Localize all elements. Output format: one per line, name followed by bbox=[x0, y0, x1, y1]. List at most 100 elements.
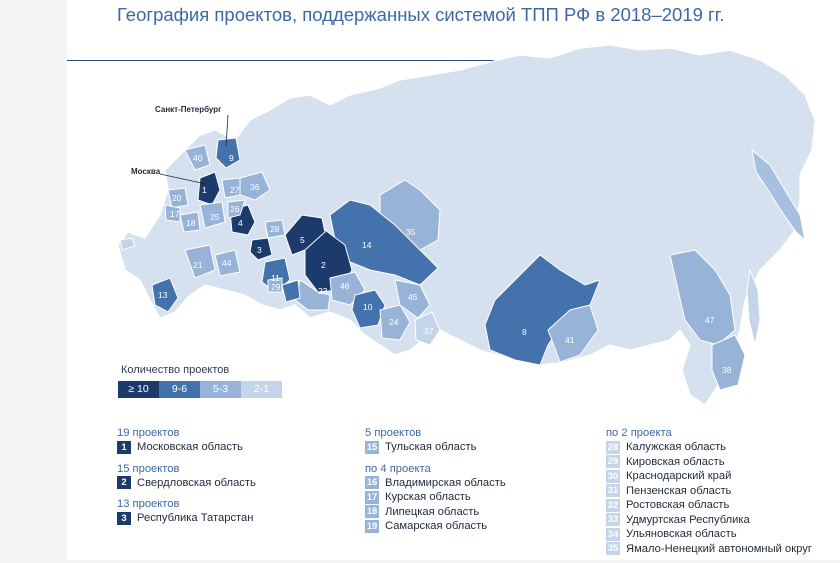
map-label-28: 28 bbox=[270, 224, 280, 234]
region-38 bbox=[711, 334, 746, 391]
list-item: 18 Липецкая область bbox=[365, 505, 506, 520]
map-label-40: 40 bbox=[193, 153, 203, 163]
region-44 bbox=[214, 249, 241, 277]
list-group: по 2 проекта 28 Калужская область 29 Киров… bbox=[606, 426, 812, 556]
list-item: 17 Курская область bbox=[365, 490, 506, 505]
item-number: 31 bbox=[606, 484, 620, 498]
region-13 bbox=[151, 277, 179, 313]
list-item: 31 Пензенская область bbox=[606, 484, 812, 499]
map-label-41: 41 bbox=[565, 335, 575, 345]
item-name: Липецкая область bbox=[385, 505, 480, 518]
map-label-23: 23 bbox=[318, 286, 328, 296]
region-40 bbox=[184, 144, 211, 171]
item-name: Кировская область bbox=[626, 455, 725, 468]
region-21 bbox=[184, 244, 216, 279]
list-group: 5 проектов 15 Тульская область bbox=[365, 426, 506, 455]
map-label-17: 17 bbox=[170, 209, 180, 219]
list-col-3: по 2 проекта 28 Калужская область 29 Киров… bbox=[606, 426, 812, 563]
region-27 bbox=[221, 177, 241, 199]
legend-item-3: 5-3 bbox=[200, 381, 241, 398]
title-divider bbox=[67, 60, 687, 61]
list-item: 15 Тульская область bbox=[365, 440, 506, 455]
group-header: 13 проектов bbox=[117, 498, 180, 510]
list-item: 3 Республика Татарстан bbox=[117, 511, 256, 526]
item-number: 18 bbox=[365, 505, 379, 519]
list-item: 35 Ямало-Ненецкий автономный округ bbox=[606, 542, 812, 557]
moscow-leader bbox=[159, 173, 207, 185]
region-41 bbox=[547, 304, 599, 363]
map-base bbox=[117, 44, 816, 406]
spb-leader bbox=[225, 114, 229, 147]
map-label-25: 25 bbox=[210, 212, 220, 222]
list-item: 28 Калужская область bbox=[606, 440, 812, 455]
item-number: 16 bbox=[365, 476, 379, 490]
list-item: 1 Московская область bbox=[117, 440, 256, 455]
map-label-47: 47 bbox=[705, 315, 715, 325]
region-9 bbox=[215, 137, 241, 169]
map-label-45: 45 bbox=[408, 292, 418, 302]
item-number: 3 bbox=[117, 511, 131, 525]
list-group: 19 проектов 1 Московская область bbox=[117, 426, 256, 455]
map-label-38: 38 bbox=[722, 365, 732, 375]
list-col-1: 19 проектов 1 Московская область 15 проек… bbox=[117, 426, 256, 533]
map-label-46: 46 bbox=[340, 281, 350, 291]
item-name: Ростовская область bbox=[626, 499, 730, 512]
item-name: Московская область bbox=[137, 441, 243, 454]
list-item: 29 Кировская область bbox=[606, 455, 812, 470]
region-23 bbox=[294, 279, 331, 311]
item-name: Республика Татарстан bbox=[137, 512, 254, 525]
item-name: Ульяновская область bbox=[626, 528, 737, 541]
spb-label: Санкт-Петербург bbox=[155, 105, 222, 114]
item-name: Ямало-Ненецкий автономный округ bbox=[626, 542, 812, 555]
list-group: по 4 проекта 16 Владимирская область 17 Ку… bbox=[365, 462, 506, 534]
item-name: Удмуртская Республика bbox=[626, 513, 750, 526]
map-label-9: 9 bbox=[229, 153, 234, 163]
map-label-18: 18 bbox=[186, 218, 196, 228]
region-29 bbox=[267, 277, 283, 293]
list-group: 15 проектов 2 Свердловская область bbox=[117, 462, 256, 491]
kamchatka bbox=[751, 148, 806, 242]
region-20 bbox=[167, 187, 189, 209]
map-label-29: 29 bbox=[271, 282, 281, 292]
item-number: 28 bbox=[606, 440, 620, 454]
group-header: 5 проектов bbox=[365, 427, 422, 439]
map-label-27: 27 bbox=[230, 185, 240, 195]
item-number: 2 bbox=[117, 476, 131, 490]
item-number: 35 bbox=[606, 542, 620, 556]
item-number: 17 bbox=[365, 490, 379, 504]
list-item: 30 Краснодарский край bbox=[606, 469, 812, 484]
map-label-4: 4 bbox=[238, 218, 243, 228]
item-number: 1 bbox=[117, 440, 131, 454]
item-number: 19 bbox=[365, 519, 379, 533]
region-3 bbox=[249, 237, 273, 261]
map-label-20: 20 bbox=[172, 193, 182, 203]
item-name: Владимирская область bbox=[385, 476, 506, 489]
map-label-24: 24 bbox=[389, 317, 399, 327]
region-26 bbox=[227, 199, 246, 219]
region-24 bbox=[379, 304, 411, 341]
item-number: 30 bbox=[606, 469, 620, 483]
item-name: Калужская область bbox=[626, 441, 727, 454]
region-37 bbox=[414, 311, 441, 346]
item-number: 32 bbox=[606, 498, 620, 512]
item-number: 15 bbox=[365, 440, 379, 454]
map-label-44: 44 bbox=[222, 258, 232, 268]
map-label-35: 35 bbox=[406, 227, 416, 237]
sakhalin bbox=[746, 268, 761, 346]
map-label-8: 8 bbox=[522, 327, 527, 337]
item-name: Пензенская область bbox=[626, 484, 732, 497]
item-name: Курская область bbox=[385, 491, 471, 504]
kaliningrad bbox=[119, 237, 136, 251]
item-name: Краснодарский край bbox=[626, 470, 732, 483]
list-item: 34 Ульяновская область bbox=[606, 527, 812, 542]
map-label-5: 5 bbox=[300, 235, 305, 245]
region-25 bbox=[199, 201, 226, 229]
group-header: 19 проектов bbox=[117, 427, 180, 439]
map-label-26: 26 bbox=[230, 204, 240, 214]
legend: ≥ 10 9-6 5-3 2-1 bbox=[118, 381, 282, 398]
region-5 bbox=[284, 214, 326, 256]
map-label-3: 3 bbox=[257, 245, 262, 255]
legend-item-2: 9-6 bbox=[159, 381, 200, 398]
region-7 bbox=[281, 279, 301, 303]
region-47 bbox=[669, 249, 736, 346]
